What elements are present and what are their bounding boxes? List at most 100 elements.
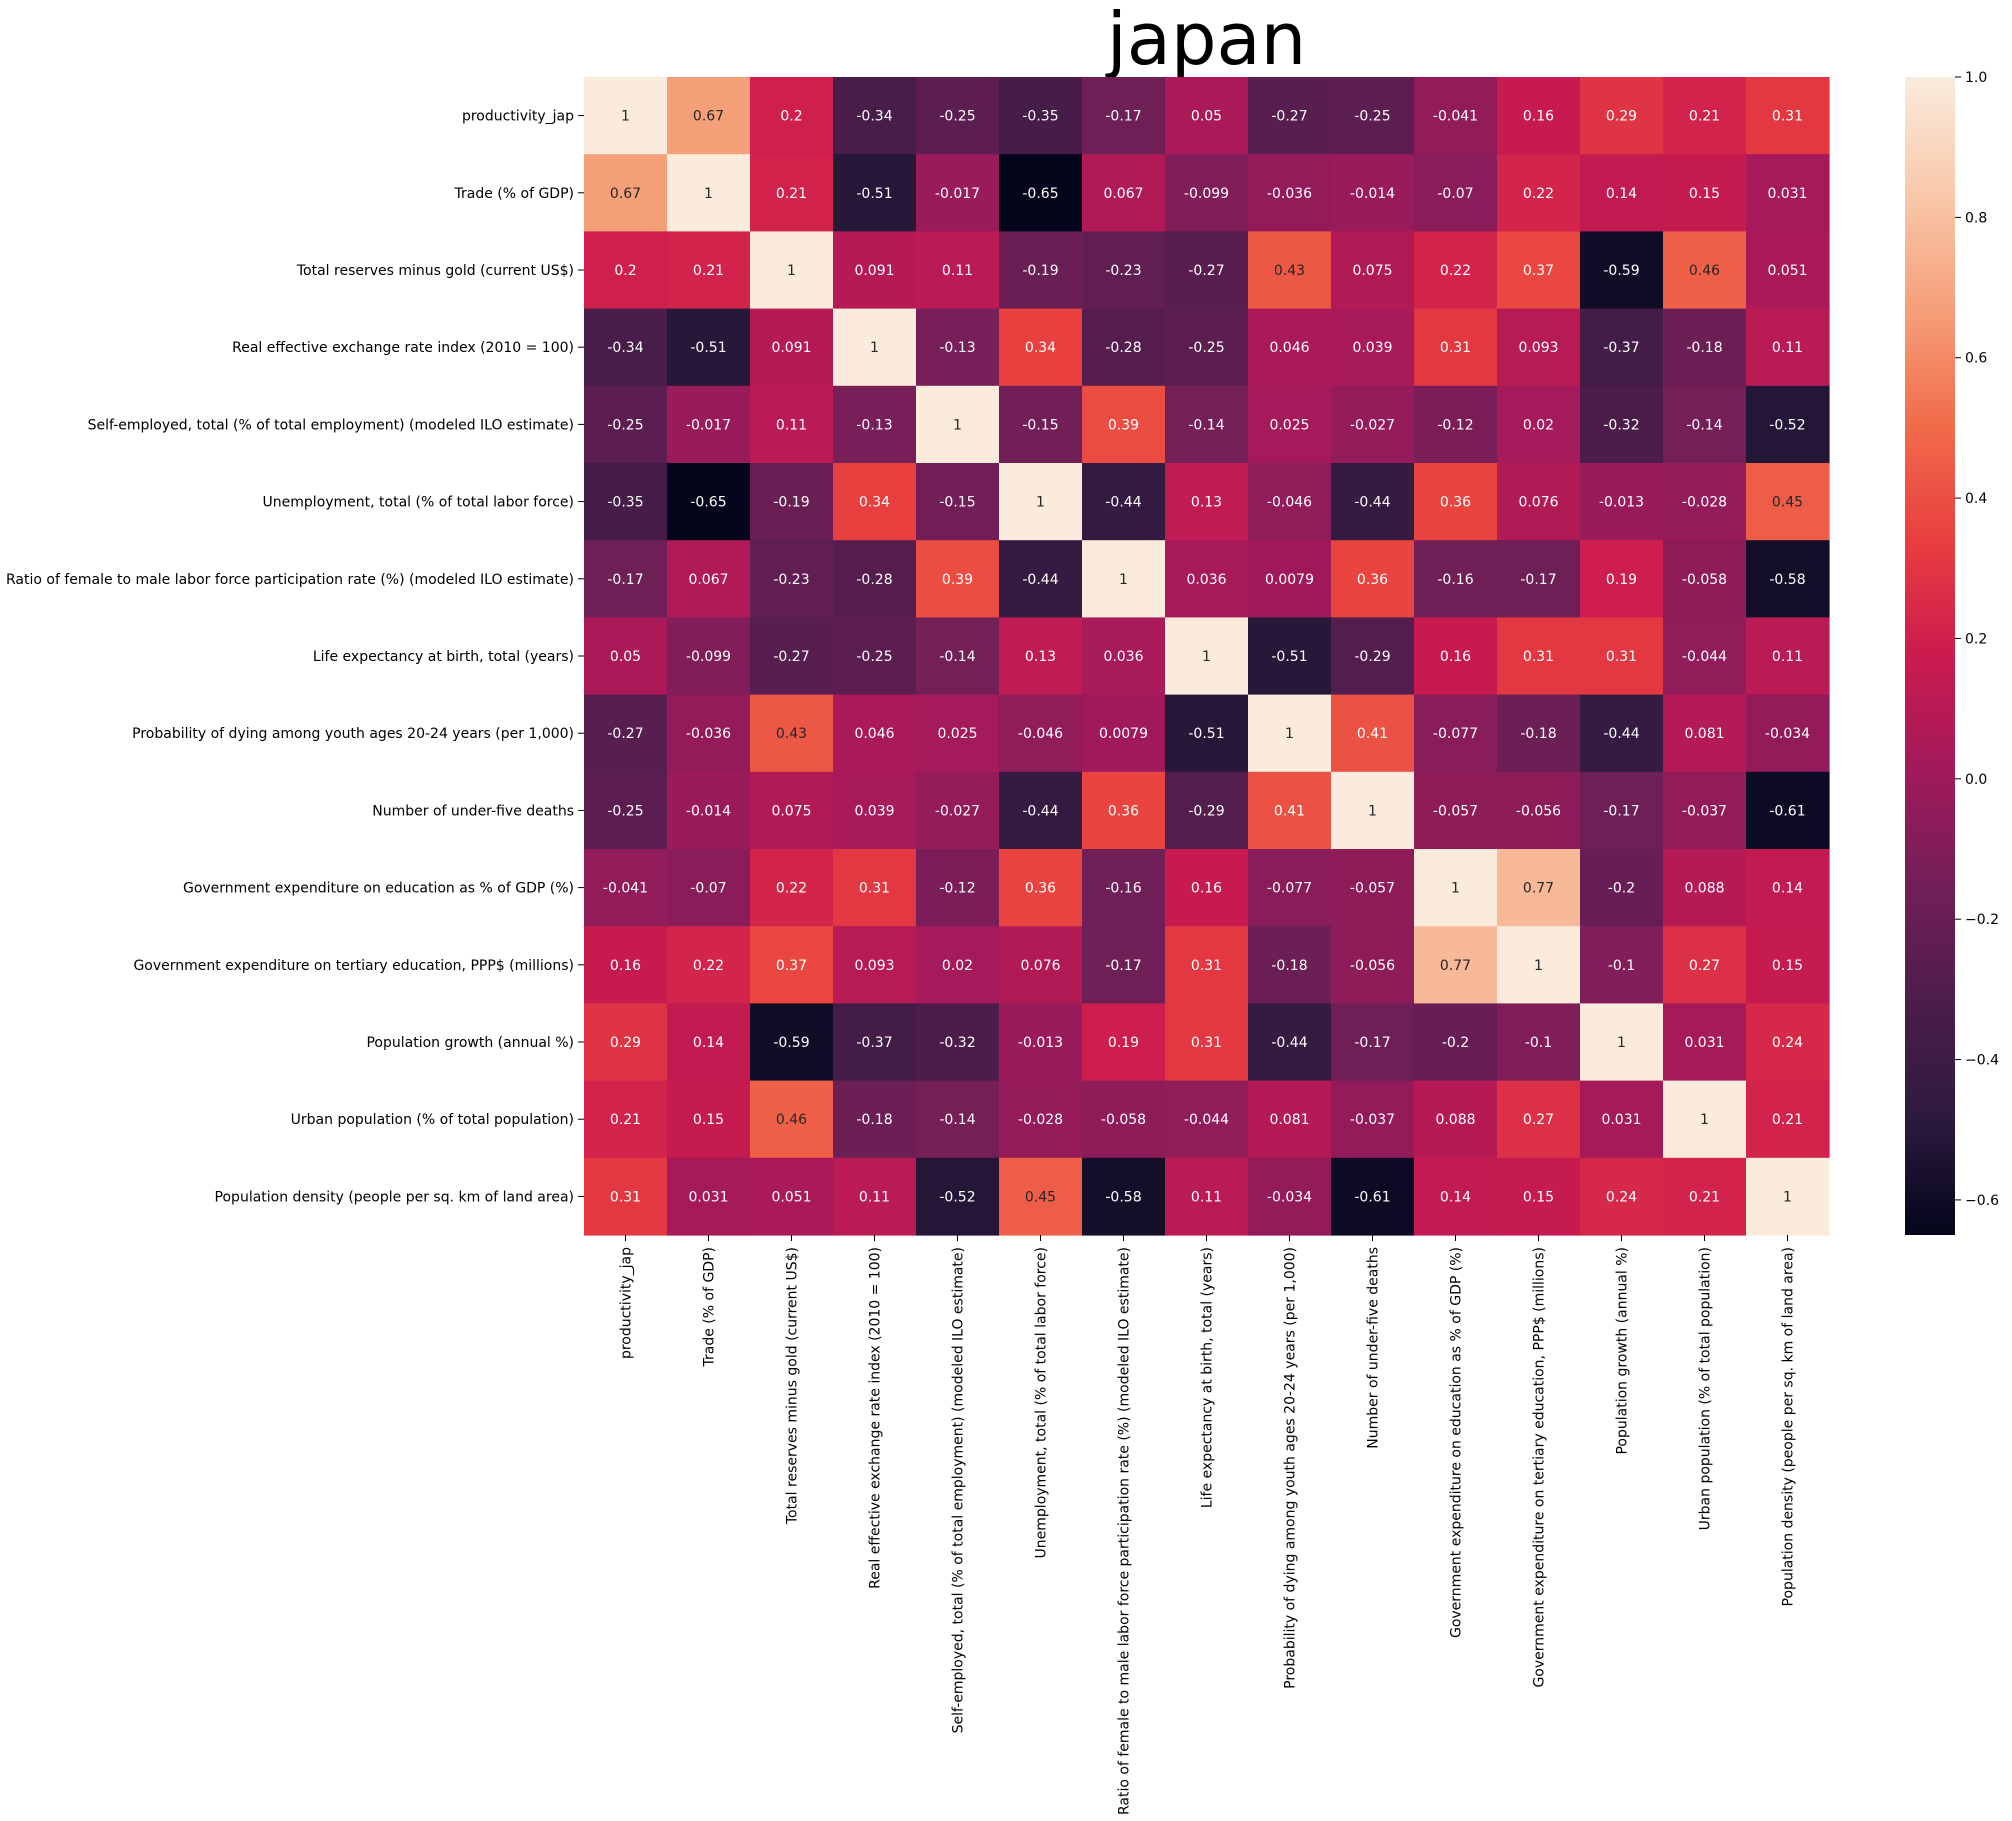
heatmap-cell: [916, 540, 1000, 618]
heatmap-cell: [1580, 540, 1664, 618]
cell-value-label: 0.21: [693, 263, 724, 279]
heatmap-cell: [999, 540, 1083, 618]
heatmap-cell: [667, 308, 751, 387]
cell-value-label: 0.37: [776, 958, 807, 974]
y-tick-label: Real effective exchange rate index (2010…: [232, 340, 574, 356]
x-tick-label: Real effective exchange rate index (2010…: [868, 1247, 884, 1589]
cell-value-label: -0.099: [1184, 186, 1229, 202]
cell-value-label: -0.16: [1437, 572, 1473, 588]
heatmap-cell: [1248, 849, 1332, 927]
cell-value-label: 0.14: [1772, 881, 1803, 897]
cell-value-label: -0.017: [935, 186, 980, 202]
cell-value-label: 0.41: [1357, 726, 1388, 742]
heatmap-cell: [833, 154, 917, 232]
cell-value-label: -0.59: [773, 1035, 809, 1051]
cell-value-label: -0.056: [1350, 958, 1395, 974]
heatmap-cell: [667, 926, 751, 1004]
heatmap-cell: [1497, 308, 1581, 387]
heatmap-cell: [1165, 926, 1249, 1004]
heatmap-cell: [1414, 231, 1498, 310]
heatmap-cell: [1497, 540, 1581, 618]
heatmap-cell: [1746, 154, 1830, 232]
cell-value-label: 1: [1119, 572, 1128, 588]
heatmap-cells: 1 0.67 0.2 -0.34 -0.25 -0.35 -0.17 0.05 -0.27 -0.…: [584, 77, 1830, 1236]
heatmap-cell: [1414, 1080, 1498, 1159]
heatmap-cell: [584, 154, 668, 232]
heatmap-cell: [1165, 154, 1249, 232]
cell-value-label: -0.27: [607, 726, 643, 742]
cell-value-label: 0.039: [854, 803, 894, 819]
heatmap-cell: [667, 463, 751, 541]
cell-value-label: 1: [1617, 1035, 1626, 1051]
heatmap-cell: [750, 1003, 834, 1082]
cell-value-label: -0.61: [1769, 803, 1805, 819]
cell-value-label: -0.44: [1603, 726, 1639, 742]
cell-value-label: -0.014: [686, 803, 731, 819]
heatmap-cell: [916, 463, 1000, 541]
cell-value-label: 0.19: [1108, 1035, 1139, 1051]
cell-value-label: 0.29: [610, 1035, 641, 1051]
heatmap-cell: [667, 617, 751, 696]
colorbar-tick-label: −0.2: [1965, 912, 1999, 928]
cell-value-label: -0.036: [1267, 186, 1312, 202]
cell-value-label: 0.067: [1103, 186, 1143, 202]
cell-value-label: -0.51: [1271, 649, 1307, 665]
cell-value-label: -0.12: [1437, 417, 1473, 433]
cell-value-label: -0.25: [1354, 109, 1390, 125]
heatmap-cell: [1331, 1080, 1415, 1159]
heatmap-cell: [1248, 231, 1332, 310]
heatmap-cell: [1497, 385, 1581, 464]
colorbar-tick-label: 1.0: [1965, 70, 1987, 86]
colorbar-tick-label: 0.8: [1965, 210, 1987, 226]
cell-value-label: 0.13: [1025, 649, 1056, 665]
heatmap-cell: [1580, 231, 1664, 310]
cell-value-label: 0.43: [776, 726, 807, 742]
heatmap-cell: [1165, 77, 1249, 155]
cell-value-label: -0.077: [1433, 726, 1478, 742]
cell-value-label: -0.057: [1433, 803, 1478, 819]
cell-value-label: 0.67: [610, 186, 641, 202]
heatmap-cell: [750, 771, 834, 850]
cell-value-label: -0.027: [935, 803, 980, 819]
cell-value-label: 0.21: [1689, 109, 1720, 125]
heatmap-cell: [1414, 926, 1498, 1004]
heatmap-cell: [999, 1080, 1083, 1159]
cell-value-label: 0.37: [1523, 263, 1554, 279]
cell-value-label: 1: [704, 186, 713, 202]
heatmap-cell: [833, 540, 917, 618]
cell-value-label: 0.075: [771, 803, 811, 819]
cell-value-label: -0.58: [1769, 572, 1805, 588]
cell-value-label: 0.24: [1772, 1035, 1803, 1051]
heatmap-cell: [750, 385, 834, 464]
cell-value-label: 1: [1451, 881, 1460, 897]
cell-value-label: -0.07: [1437, 186, 1473, 202]
cell-value-label: 0.02: [942, 958, 973, 974]
cell-value-label: 0.22: [776, 881, 807, 897]
heatmap-cell: [916, 231, 1000, 310]
heatmap-cell: [1248, 308, 1332, 387]
cell-value-label: -0.34: [607, 340, 643, 356]
heatmap-cell: [1580, 849, 1664, 927]
heatmap-cell: [667, 231, 751, 310]
heatmap-cell: [584, 385, 668, 464]
heatmap-cell: [999, 463, 1083, 541]
cell-value-label: 0.11: [776, 417, 807, 433]
heatmap-cell: [750, 617, 834, 696]
heatmap-cell: [667, 77, 751, 155]
heatmap-cell: [833, 308, 917, 387]
cell-value-label: -0.046: [1267, 495, 1312, 511]
x-tick-label: Life expectancy at birth, total (years): [1200, 1247, 1216, 1508]
x-tick-label: Population growth (annual %): [1615, 1247, 1631, 1455]
cell-value-label: 0.11: [1772, 649, 1803, 665]
cell-value-label: 0.36: [1440, 495, 1471, 511]
cell-value-label: 0.34: [859, 495, 890, 511]
cell-value-label: -0.046: [1018, 726, 1063, 742]
heatmap-cell: [833, 771, 917, 850]
heatmap-cell: [999, 385, 1083, 464]
cell-value-label: 0.39: [942, 572, 973, 588]
heatmap-cell: [999, 1157, 1083, 1236]
x-tick-label: Urban population (% of total population): [1698, 1247, 1714, 1530]
heatmap-cell: [1746, 849, 1830, 927]
cell-value-label: -0.15: [939, 495, 975, 511]
